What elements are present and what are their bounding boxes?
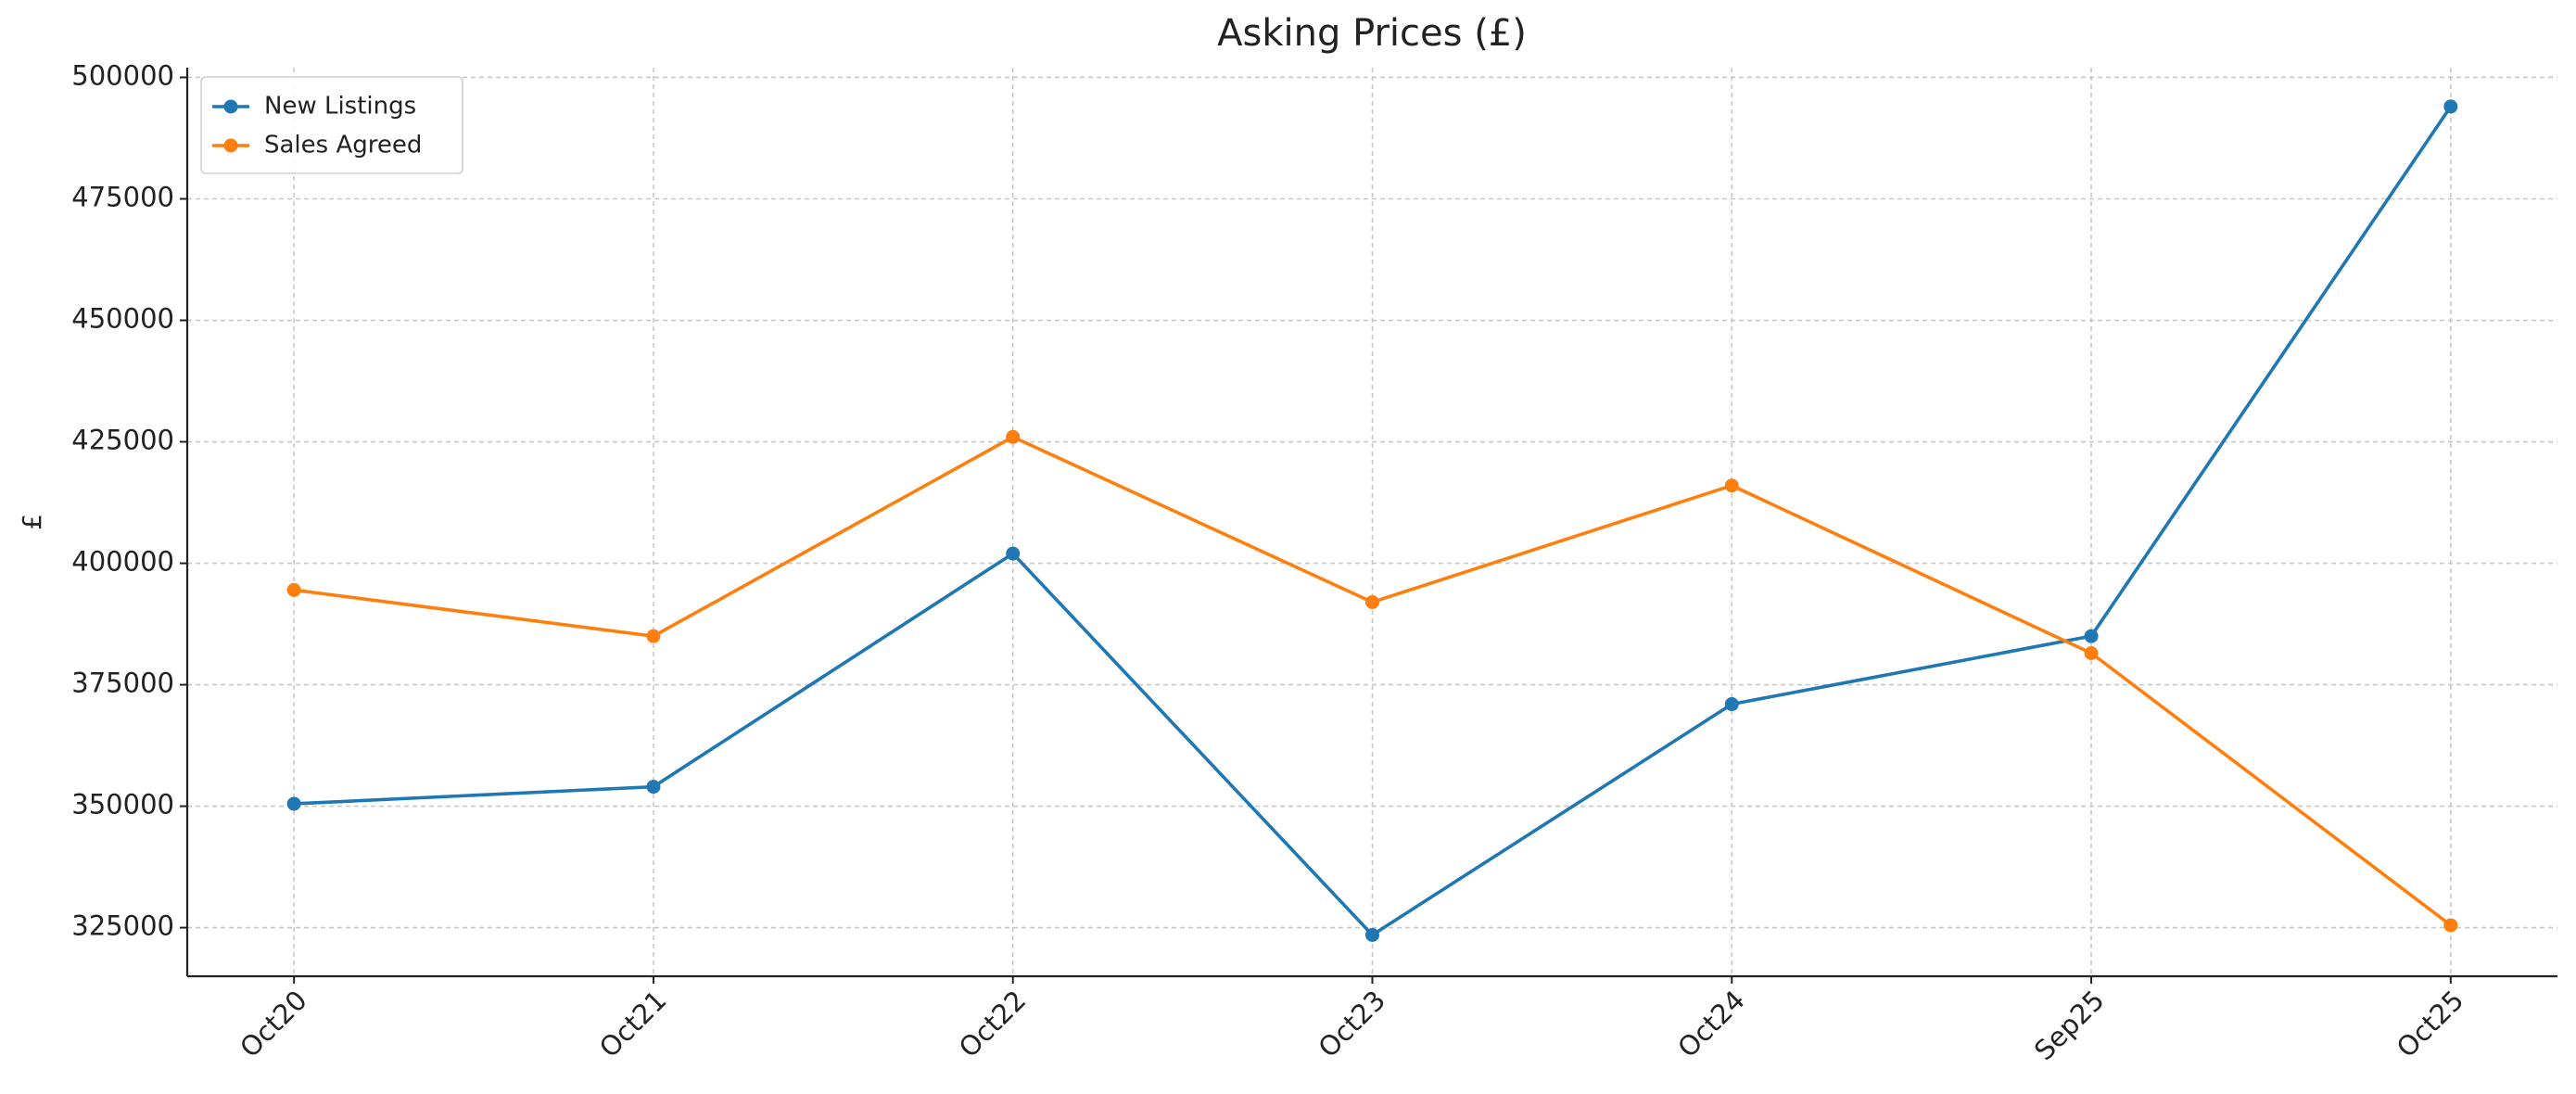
y-tick-label: 325000: [71, 910, 174, 942]
y-tick-label: 350000: [71, 789, 174, 820]
chart-title: Asking Prices (£): [1217, 12, 1527, 55]
data-point: [646, 629, 661, 643]
x-tick-label: Oct21: [593, 985, 673, 1064]
x-tick-label: Oct22: [953, 985, 1033, 1064]
legend-label: New Listings: [264, 93, 416, 121]
x-tick-label: Oct24: [1671, 985, 1751, 1064]
data-point: [1365, 594, 1379, 609]
data-point: [286, 796, 301, 811]
y-tick-label: 425000: [71, 425, 174, 456]
x-tick-label: Sep25: [2028, 985, 2111, 1067]
data-point: [2084, 645, 2099, 660]
data-point: [1365, 927, 1379, 942]
x-tick-label: Oct25: [2391, 985, 2470, 1064]
legend-label: Sales Agreed: [264, 132, 422, 159]
legend-marker: [223, 99, 238, 114]
data-point: [1724, 478, 1739, 493]
legend-box: [200, 76, 463, 174]
data-point: [2443, 99, 2458, 114]
data-point: [1006, 429, 1021, 444]
x-tick-label: Oct20: [234, 985, 313, 1064]
y-tick-label: 450000: [71, 303, 174, 335]
data-point: [646, 780, 661, 795]
y-tick-label: 375000: [71, 668, 174, 699]
data-point: [1724, 697, 1739, 712]
data-point: [2084, 629, 2099, 643]
y-axis-label: £: [17, 514, 47, 530]
y-tick-label: 475000: [71, 181, 174, 212]
data-point: [286, 582, 301, 597]
y-tick-label: 400000: [71, 546, 174, 578]
data-point: [2443, 918, 2458, 933]
data-point: [1006, 546, 1021, 561]
legend-marker: [223, 138, 238, 153]
x-tick-label: Oct23: [1313, 985, 1392, 1064]
y-tick-label: 500000: [71, 59, 174, 91]
